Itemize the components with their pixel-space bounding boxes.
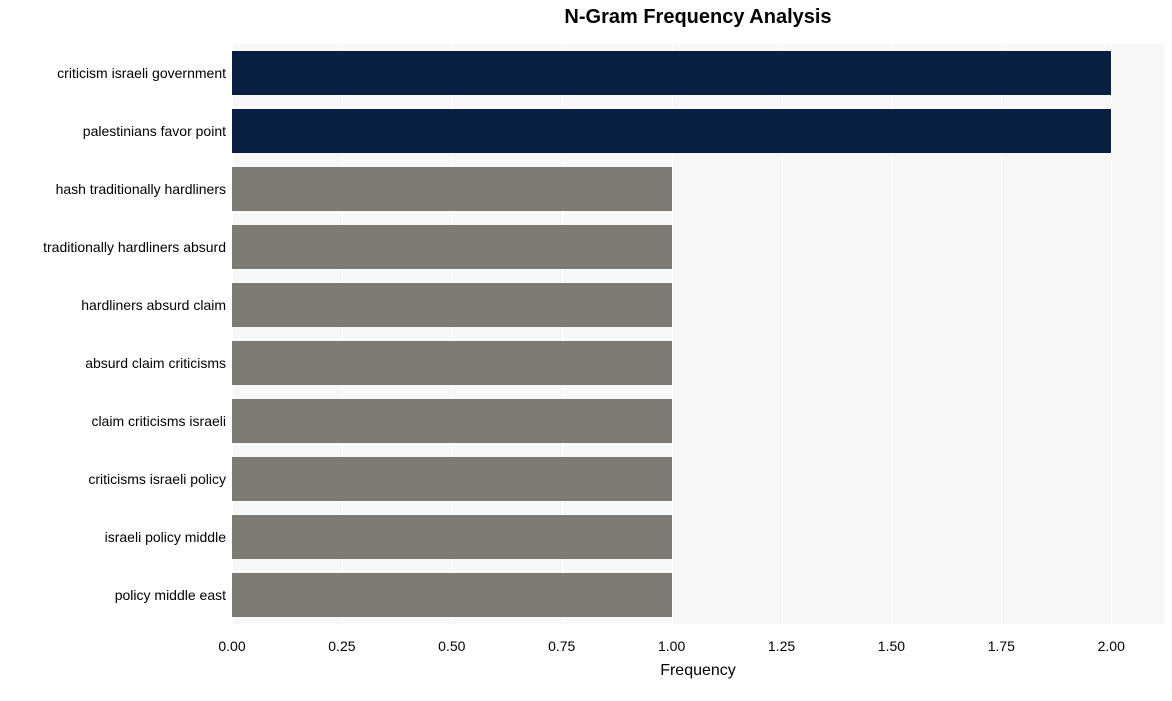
x-tick-label: 1.75 [988, 630, 1015, 654]
y-tick-label: traditionally hardliners absurd [6, 225, 232, 269]
y-tick-label: criticisms israeli policy [6, 457, 232, 501]
chart-bar [232, 51, 1111, 95]
chart-bar [232, 109, 1111, 153]
y-tick-label: criticism israeli government [6, 51, 232, 95]
y-tick-label: palestinians favor point [6, 109, 232, 153]
chart-bar [232, 283, 672, 327]
chart-title: N-Gram Frequency Analysis [232, 6, 1164, 29]
chart-bar [232, 573, 672, 617]
chart-bar [232, 515, 672, 559]
x-gridline [1111, 38, 1112, 630]
x-tick-label: 0.50 [438, 630, 465, 654]
x-tick-label: 1.00 [658, 630, 685, 654]
chart-bar [232, 457, 672, 501]
y-tick-label: claim criticisms israeli [6, 399, 232, 443]
y-tick-label: hardliners absurd claim [6, 283, 232, 327]
x-tick-label: 0.25 [328, 630, 355, 654]
y-tick-label: policy middle east [6, 573, 232, 617]
x-tick-label: 0.00 [218, 630, 245, 654]
chart-bar [232, 399, 672, 443]
x-tick-label: 1.25 [768, 630, 795, 654]
y-tick-label: israeli policy middle [6, 515, 232, 559]
y-tick-label: hash traditionally hardliners [6, 167, 232, 211]
chart-bar [232, 225, 672, 269]
x-tick-label: 2.00 [1098, 630, 1125, 654]
chart-bar [232, 341, 672, 385]
plot-area: 0.000.250.500.751.001.251.501.752.00crit… [232, 38, 1164, 630]
chart-bar [232, 167, 672, 211]
y-tick-label: absurd claim criticisms [6, 341, 232, 385]
ngram-frequency-chart: N-Gram Frequency Analysis 0.000.250.500.… [0, 0, 1172, 701]
x-tick-label: 0.75 [548, 630, 575, 654]
x-axis-label: Frequency [232, 662, 1164, 680]
x-tick-label: 1.50 [878, 630, 905, 654]
